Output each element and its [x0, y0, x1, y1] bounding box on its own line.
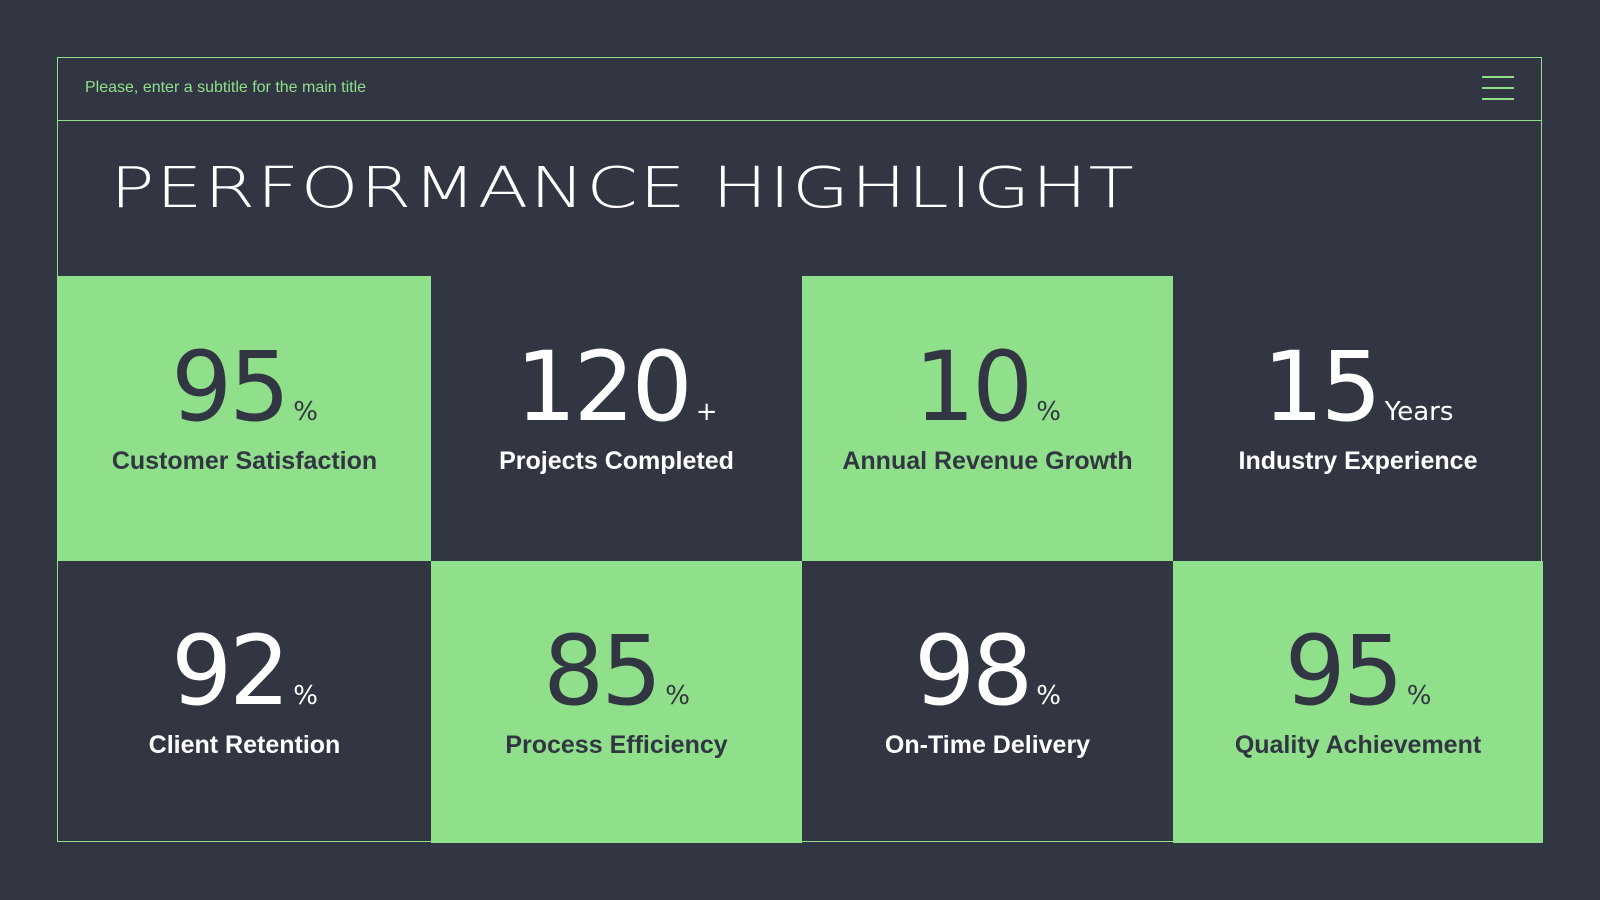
metric-grid: 95% Customer Satisfaction 120 + Projects Com…	[58, 276, 1543, 843]
menu-button[interactable]	[1482, 76, 1514, 100]
title: PERFORMANCE HIGHLIGHT	[110, 156, 1136, 221]
metric-value: 85	[543, 614, 662, 727]
metric-tile: 15 Years Industry Experience	[1173, 276, 1543, 561]
metric-tile: 92% Client Retention	[58, 561, 431, 843]
metric-label: On-Time Delivery	[884, 730, 1091, 759]
metric-figure: 15 Years	[1263, 331, 1454, 443]
metric-value: 92	[171, 614, 290, 727]
metric-unit: +	[695, 397, 718, 427]
metric-value: 98	[914, 614, 1033, 727]
metric-label: Process Efficiency	[505, 730, 728, 759]
metric-label: Projects Completed	[499, 447, 734, 475]
metric-value: 10	[914, 331, 1033, 443]
metric-figure: 95%	[1285, 615, 1432, 727]
metric-label: Client Retention	[148, 730, 341, 759]
metric-label: Industry Experience	[1238, 447, 1478, 475]
metric-unit: %	[293, 680, 318, 711]
metric-figure: 98%	[914, 615, 1061, 727]
metric-unit: %	[665, 680, 690, 711]
metric-value: 15	[1262, 331, 1382, 443]
metric-unit: %	[1036, 397, 1061, 427]
metric-tile: 98% On-Time Delivery	[802, 561, 1173, 843]
subtitle: Please, enter a subtitle for the main ti…	[85, 79, 367, 96]
metric-label: Quality Achievement	[1234, 730, 1482, 759]
metric-value: 95	[1284, 614, 1404, 727]
metric-unit: %	[293, 397, 318, 427]
metric-label: Annual Revenue Growth	[842, 447, 1133, 475]
metric-tile: 85% Process Efficiency	[431, 561, 802, 843]
metric-tile: 95% Customer Satisfaction	[58, 276, 431, 561]
metric-tile: 10% Annual Revenue Growth	[802, 276, 1173, 561]
metric-figure: 95%	[171, 331, 318, 443]
metric-tile: 120 + Projects Completed	[431, 276, 802, 561]
metric-figure: 85%	[543, 615, 690, 727]
metric-value: 120	[515, 331, 692, 443]
metric-tile: 95% Quality Achievement	[1173, 561, 1543, 843]
metric-figure: 92%	[171, 615, 318, 727]
metric-figure: 10%	[914, 331, 1061, 443]
metric-unit: %	[1406, 680, 1432, 711]
frame: Please, enter a subtitle for the main ti…	[57, 57, 1543, 843]
metric-unit: %	[1036, 680, 1061, 711]
header: Please, enter a subtitle for the main ti…	[58, 58, 1541, 121]
metric-label: Customer Satisfaction	[111, 447, 378, 475]
metric-value: 95	[171, 331, 290, 443]
metric-figure: 120 +	[515, 331, 717, 443]
metric-unit: Years	[1384, 397, 1454, 427]
